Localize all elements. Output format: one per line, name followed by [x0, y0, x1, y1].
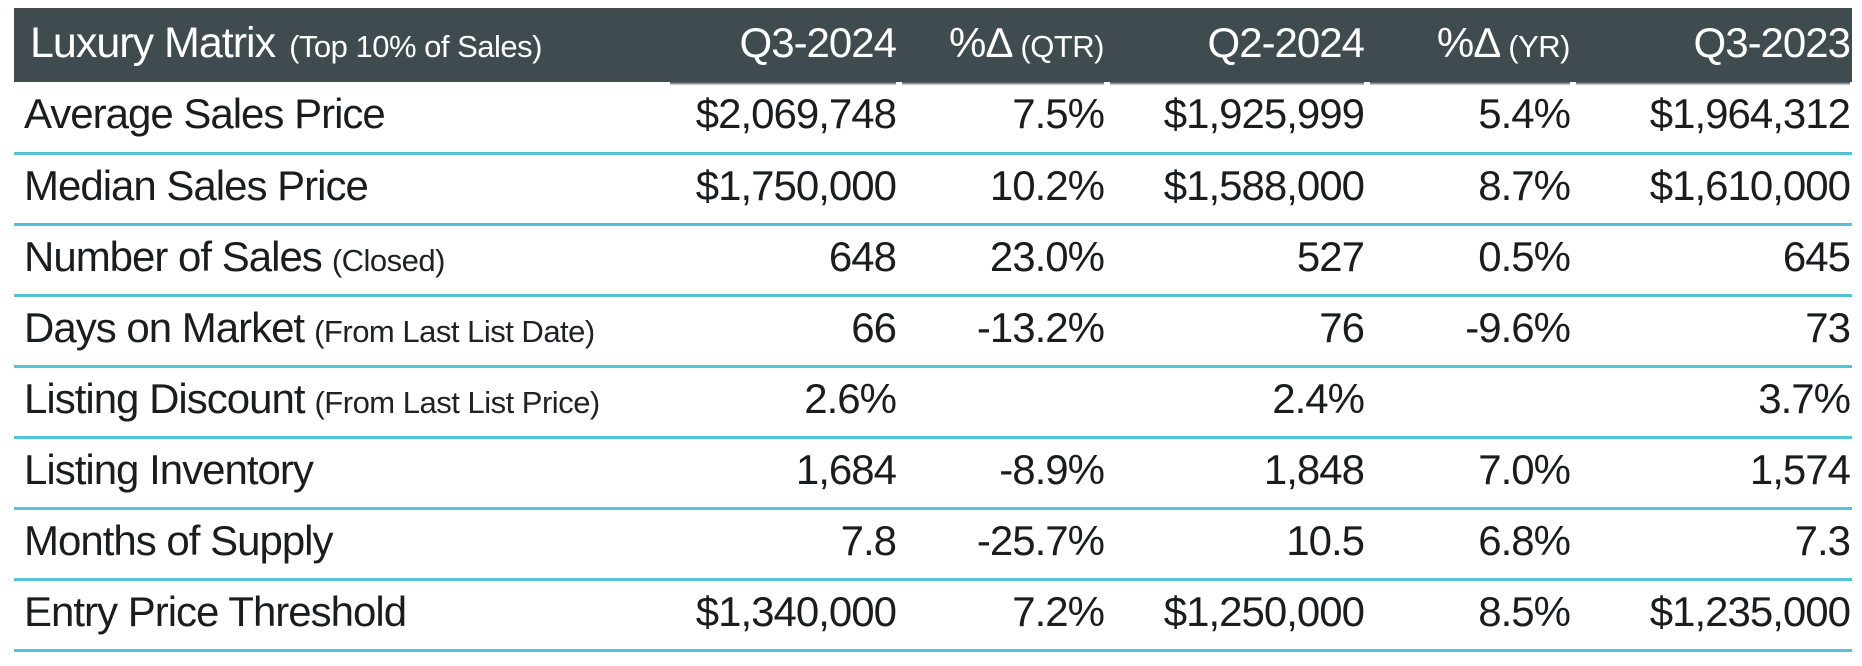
- column-header-4: %Δ (YR): [1366, 8, 1572, 82]
- value-cell: $1,588,000: [1106, 153, 1366, 226]
- value-cell: 645: [1572, 224, 1852, 297]
- value-cell: 7.0%: [1366, 437, 1572, 510]
- table-row: Months of Supply 7.8 -25.7% 10.5 6.8% 7.3: [14, 508, 1852, 581]
- row-label-cell: Listing Inventory: [14, 437, 668, 510]
- value-cell: 8.5%: [1366, 579, 1572, 652]
- column-header-label: Q3-2024: [739, 19, 897, 66]
- table-row: Median Sales Price $1,750,000 10.2% $1,588,…: [14, 153, 1852, 226]
- value-cell: [898, 366, 1106, 439]
- column-header-label: Q2-2024: [1207, 19, 1365, 66]
- value-cell: $1,925,999: [1106, 82, 1366, 155]
- row-label: Listing Inventory: [24, 445, 314, 493]
- row-label-note: (Closed): [331, 242, 446, 278]
- table-row: Number of Sales (Closed) 648 23.0% 527 0.5% 64…: [14, 224, 1852, 297]
- row-label-note: (From Last List Price): [314, 384, 600, 420]
- table-row: Average Sales Price $2,069,748 7.5% $1,925,…: [14, 82, 1852, 155]
- value-cell: $1,235,000: [1572, 579, 1852, 652]
- header-shadow-segment: [902, 82, 1104, 85]
- value-cell: [1366, 366, 1572, 439]
- value-cell: $2,069,748: [668, 82, 898, 155]
- value-cell: 3.7%: [1572, 366, 1852, 439]
- column-header-label: %Δ: [949, 19, 1013, 66]
- row-label-cell: Entry Price Threshold: [14, 579, 668, 652]
- row-label: Listing Discount: [24, 374, 305, 422]
- row-label-cell: Months of Supply: [14, 508, 668, 581]
- row-label-cell: Number of Sales (Closed): [14, 224, 668, 297]
- value-cell: 8.7%: [1366, 153, 1572, 226]
- row-label-cell: Listing Discount (From Last List Price): [14, 366, 668, 439]
- row-label-cell: Days on Market (From Last List Date): [14, 295, 668, 368]
- row-label-cell: Median Sales Price: [14, 153, 668, 226]
- value-cell: $1,750,000: [668, 153, 898, 226]
- row-label: Average Sales Price: [24, 89, 386, 137]
- column-header-sublabel: (YR): [1508, 29, 1570, 64]
- header-shadow-segment: [670, 82, 896, 85]
- table-title: Luxury Matrix: [30, 18, 276, 67]
- value-cell: 1,684: [668, 437, 898, 510]
- value-cell: $1,610,000: [1572, 153, 1852, 226]
- table-title-cell: Luxury Matrix (Top 10% of Sales): [14, 8, 668, 82]
- value-cell: $1,964,312: [1572, 82, 1852, 155]
- value-cell: 23.0%: [898, 224, 1106, 297]
- row-label: Months of Supply: [24, 516, 334, 564]
- column-header-sublabel: (QTR): [1020, 29, 1104, 64]
- value-cell: 0.5%: [1366, 224, 1572, 297]
- row-label: Entry Price Threshold: [24, 587, 407, 635]
- header-shadow-segment: [1370, 82, 1570, 85]
- value-cell: 7.2%: [898, 579, 1106, 652]
- value-cell: $1,250,000: [1106, 579, 1366, 652]
- value-cell: 66: [668, 295, 898, 368]
- column-header-5: Q3-2023: [1572, 8, 1852, 82]
- value-cell: 2.6%: [668, 366, 898, 439]
- value-cell: -8.9%: [898, 437, 1106, 510]
- value-cell: 7.5%: [898, 82, 1106, 155]
- value-cell: 7.8: [668, 508, 898, 581]
- column-header-label: Q3-2023: [1693, 19, 1851, 66]
- table-row: Entry Price Threshold $1,340,000 7.2% $1,25…: [14, 579, 1852, 652]
- value-cell: $1,340,000: [668, 579, 898, 652]
- value-cell: 648: [668, 224, 898, 297]
- value-cell: 10.2%: [898, 153, 1106, 226]
- value-cell: -25.7%: [898, 508, 1106, 581]
- column-header-1: Q3-2024: [668, 8, 898, 82]
- value-cell: -9.6%: [1366, 295, 1572, 368]
- column-header-2: %Δ (QTR): [898, 8, 1106, 82]
- value-cell: 76: [1106, 295, 1366, 368]
- header-shadow-segment: [1110, 82, 1364, 85]
- value-cell: 1,574: [1572, 437, 1852, 510]
- table-row: Listing Inventory 1,684 -8.9% 1,848 7.0% 1,57…: [14, 437, 1852, 510]
- row-label-cell: Average Sales Price: [14, 82, 668, 155]
- value-cell: 6.8%: [1366, 508, 1572, 581]
- column-header-3: Q2-2024: [1106, 8, 1366, 82]
- value-cell: 7.3: [1572, 508, 1852, 581]
- luxury-matrix-table: Luxury Matrix (Top 10% of Sales) Q3-2024%…: [14, 8, 1852, 652]
- table-header-row: Luxury Matrix (Top 10% of Sales) Q3-2024%…: [14, 8, 1852, 82]
- table-row: Days on Market (From Last List Date) 66 -13…: [14, 295, 1852, 368]
- value-cell: 527: [1106, 224, 1366, 297]
- header-shadow-segment: [1576, 82, 1850, 85]
- row-label: Median Sales Price: [24, 161, 369, 209]
- value-cell: 1,848: [1106, 437, 1366, 510]
- row-label-note: (From Last List Date): [314, 313, 595, 349]
- value-cell: 10.5: [1106, 508, 1366, 581]
- table-row: Listing Discount (From Last List Price) 2.…: [14, 366, 1852, 439]
- value-cell: -13.2%: [898, 295, 1106, 368]
- table-title-note: (Top 10% of Sales): [289, 28, 542, 64]
- value-cell: 5.4%: [1366, 82, 1572, 155]
- row-label: Number of Sales: [24, 232, 323, 280]
- value-cell: 73: [1572, 295, 1852, 368]
- value-cell: 2.4%: [1106, 366, 1366, 439]
- column-header-label: %Δ: [1436, 19, 1501, 66]
- row-label: Days on Market: [24, 303, 305, 351]
